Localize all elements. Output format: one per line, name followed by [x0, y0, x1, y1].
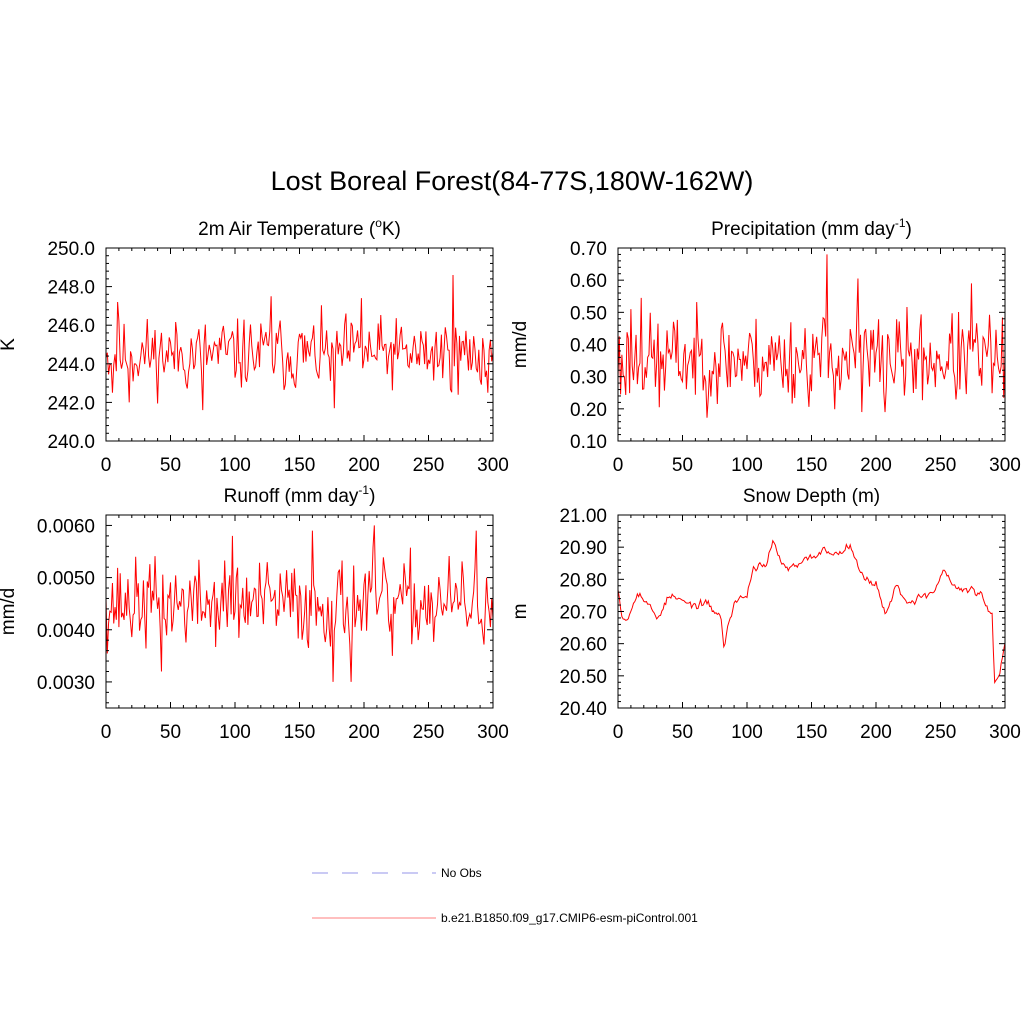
snow-depth-ylabel: m [510, 604, 531, 620]
precipitation-ytick-label: 0.40 [570, 336, 607, 357]
snow-depth-ytick-label: 20.60 [559, 635, 607, 656]
precipitation-title: Precipitation (mm day-1) [711, 216, 912, 240]
air-temperature-ytick-label: 250.0 [47, 239, 95, 260]
precipitation-series-line [618, 254, 1005, 418]
runoff-xtick-label: 300 [477, 722, 509, 743]
runoff-ytick-label: 0.0030 [37, 673, 95, 694]
panel-runoff: 0 50 100 150 200 250 300 0.0030 0.0040 0.0050 0.00… [0, 483, 509, 743]
precipitation-ytick-label: 0.50 [570, 303, 607, 324]
precipitation-xtick-label: 0 [613, 455, 624, 476]
snow-depth-xtick-label: 150 [796, 722, 828, 743]
air-temperature-ytick-label: 246.0 [47, 316, 95, 337]
air-temperature-ytick-label: 242.0 [47, 393, 95, 414]
snow-depth-xtick-label: 250 [925, 722, 957, 743]
panel-air-temperature: 0 50 100 150 200 250 300 240.0 242.0 244.0 246.0 24… [0, 216, 509, 476]
precipitation-xtick-label: 150 [796, 455, 828, 476]
snow-depth-ytick-label: 20.90 [559, 538, 607, 559]
snow-depth-ytick-label: 20.70 [559, 603, 607, 624]
precipitation-axis-frame [617, 247, 1006, 442]
snow-depth-series-line [618, 539, 1005, 685]
air-temperature-ytick-label: 240.0 [47, 432, 95, 453]
runoff-ytick-label: 0.0050 [37, 569, 95, 590]
legend-label-2: b.e21.B1850.f09_g17.CMIP6-esm-piControl.… [441, 911, 698, 925]
precipitation-xtick-label: 250 [925, 455, 957, 476]
runoff-xtick-label: 150 [284, 722, 316, 743]
snow-depth-xtick-label: 100 [731, 722, 763, 743]
snow-depth-title: Snow Depth (m) [743, 486, 880, 507]
precipitation-ytick-label: 0.60 [570, 271, 607, 292]
snow-depth-axis-frame [617, 514, 1006, 709]
precipitation-ylabel: mm/d [510, 321, 531, 369]
snow-depth-xtick-label: 0 [613, 722, 624, 743]
snow-depth-ytick-label: 20.50 [559, 667, 607, 688]
runoff-xtick-label: 250 [413, 722, 445, 743]
air-temperature-xtick-label: 50 [160, 455, 181, 476]
air-temperature-xtick-label: 250 [413, 455, 445, 476]
runoff-series-line [106, 525, 493, 682]
snow-depth-xtick-label: 200 [860, 722, 892, 743]
air-temperature-xtick-label: 100 [219, 455, 251, 476]
legend: No Obs b.e21.B1850.f09_g17.CMIP6-esm-piCo… [312, 866, 698, 925]
precipitation-xtick-label: 200 [860, 455, 892, 476]
air-temperature-title: 2m Air Temperature (oK) [198, 216, 401, 240]
precipitation-xtick-label: 50 [672, 455, 693, 476]
runoff-ylabel: mm/d [0, 588, 19, 636]
precipitation-xtick-label: 300 [989, 455, 1021, 476]
runoff-xtick-label: 100 [219, 722, 251, 743]
runoff-xtick-label: 50 [160, 722, 181, 743]
runoff-xtick-label: 0 [101, 722, 112, 743]
snow-depth-xtick-label: 300 [989, 722, 1021, 743]
air-temperature-series-line [106, 275, 493, 411]
runoff-ytick-label: 0.0040 [37, 621, 95, 642]
snow-depth-ytick-label: 20.40 [559, 699, 607, 720]
precipitation-ytick-label: 0.20 [570, 400, 607, 421]
air-temperature-ytick-label: 244.0 [47, 355, 95, 376]
air-temperature-ylabel: K [0, 338, 19, 351]
snow-depth-ytick-label: 20.80 [559, 570, 607, 591]
figure-title: Lost Boreal Forest(84-77S,180W-162W) [270, 166, 754, 196]
panel-precipitation: 0 50 100 150 200 250 300 0.10 0.20 0.30 0.40 0.50 0.… [510, 216, 1021, 476]
panel-snow-depth: 0 50 100 150 200 250 300 20.40 20.50 20.60 20.70 20… [510, 486, 1021, 743]
air-temperature-xtick-label: 0 [101, 455, 112, 476]
precipitation-ytick-label: 0.70 [570, 239, 607, 260]
precipitation-ytick-label: 0.10 [570, 432, 607, 453]
air-temperature-xtick-label: 300 [477, 455, 509, 476]
runoff-title: Runoff (mm day-1) [224, 483, 376, 507]
runoff-ytick-label: 0.0060 [37, 516, 95, 537]
air-temperature-xtick-label: 150 [284, 455, 316, 476]
snow-depth-xtick-label: 50 [672, 722, 693, 743]
runoff-xtick-label: 200 [348, 722, 380, 743]
legend-label-1: No Obs [441, 866, 482, 880]
snow-depth-ytick-label: 21.00 [559, 506, 607, 527]
precipitation-xtick-label: 100 [731, 455, 763, 476]
precipitation-ytick-label: 0.30 [570, 368, 607, 389]
air-temperature-ytick-label: 248.0 [47, 278, 95, 299]
air-temperature-xtick-label: 200 [348, 455, 380, 476]
